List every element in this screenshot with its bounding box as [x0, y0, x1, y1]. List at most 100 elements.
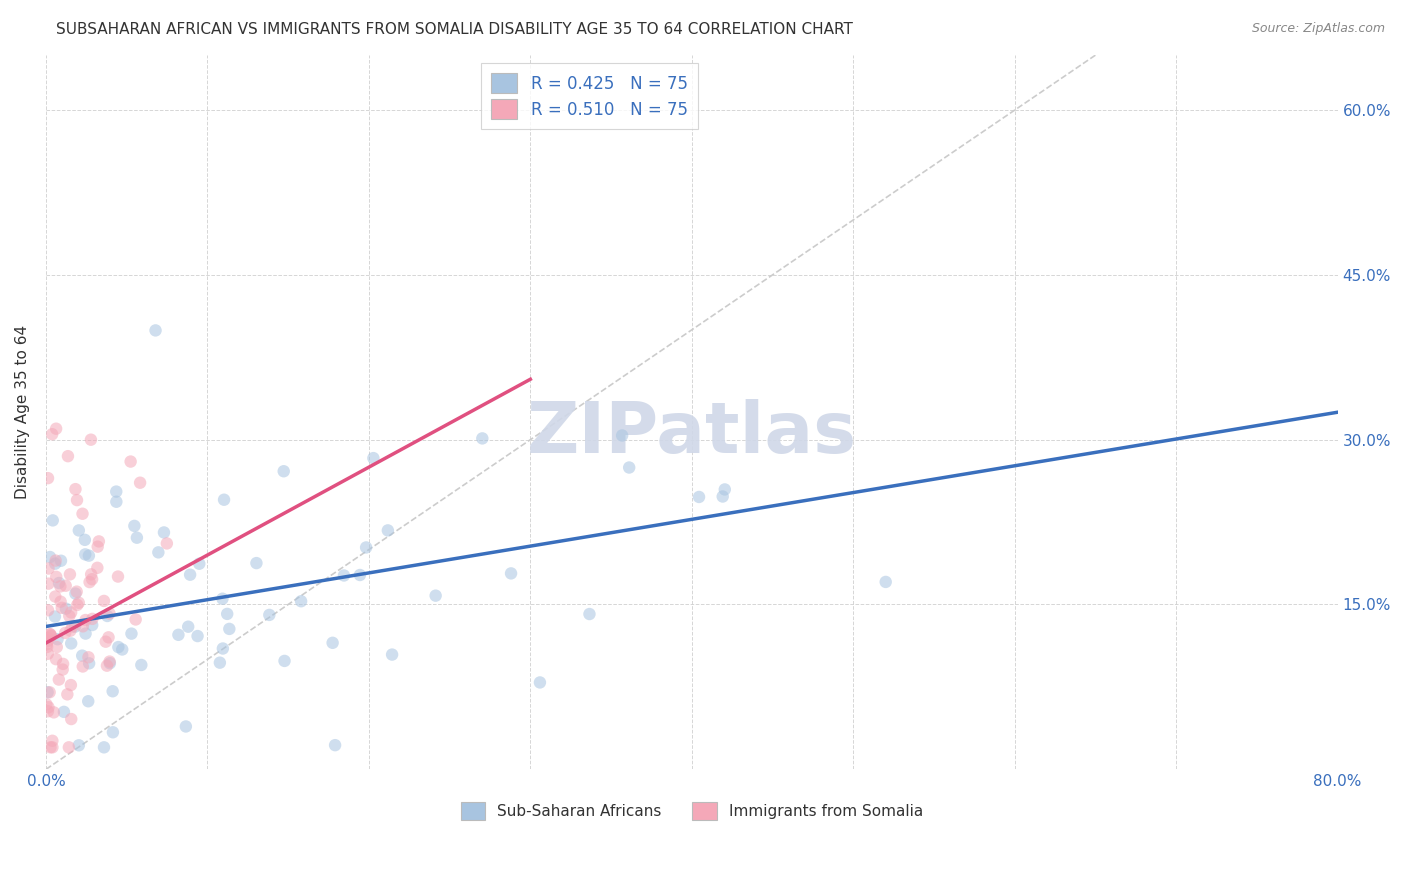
Point — [101, 725, 124, 739]
Point — [45, 570, 67, 584]
Point — [51, 600, 73, 615]
Point — [179, 567, 201, 582]
Point — [37, 640, 59, 654]
Point — [499, 566, 522, 581]
Point — [273, 464, 295, 478]
Point — [37, 685, 59, 699]
Text: ZIPatlas: ZIPatlas — [527, 399, 856, 468]
Point — [208, 656, 231, 670]
Point — [58, 609, 80, 624]
Point — [60, 606, 83, 620]
Point — [187, 629, 209, 643]
Point — [82, 572, 104, 586]
Point — [77, 657, 100, 671]
Point — [82, 618, 104, 632]
Point — [59, 624, 82, 638]
Point — [37, 561, 59, 575]
Point — [59, 567, 82, 582]
Point — [259, 607, 281, 622]
Point — [322, 636, 344, 650]
Point — [42, 706, 65, 720]
Point — [48, 576, 70, 591]
Point — [381, 648, 404, 662]
Point — [177, 620, 200, 634]
Point — [37, 647, 59, 661]
Point — [73, 533, 96, 547]
Point — [65, 586, 87, 600]
Point — [77, 549, 100, 563]
Point — [39, 549, 62, 564]
Point — [96, 658, 118, 673]
Point — [120, 626, 142, 640]
Point — [60, 712, 83, 726]
Point — [37, 704, 59, 718]
Text: Source: ZipAtlas.com: Source: ZipAtlas.com — [1251, 22, 1385, 36]
Point — [120, 454, 142, 468]
Point — [86, 540, 108, 554]
Point — [49, 579, 72, 593]
Point — [46, 632, 69, 647]
Point — [153, 525, 176, 540]
Point — [217, 607, 239, 621]
Point — [55, 579, 77, 593]
Point — [471, 431, 494, 445]
Point — [77, 650, 100, 665]
Point — [578, 607, 600, 621]
Point — [62, 619, 84, 633]
Point — [45, 640, 67, 654]
Point — [124, 519, 146, 533]
Point — [80, 433, 103, 447]
Legend: Sub-Saharan Africans, Immigrants from Somalia: Sub-Saharan Africans, Immigrants from So… — [454, 796, 929, 826]
Point — [713, 483, 735, 497]
Point — [72, 619, 94, 633]
Point — [49, 595, 72, 609]
Point — [45, 422, 67, 436]
Point — [98, 657, 121, 671]
Point — [273, 654, 295, 668]
Point — [67, 596, 90, 610]
Point — [529, 675, 551, 690]
Point — [96, 609, 118, 624]
Point — [105, 484, 128, 499]
Point — [56, 449, 79, 463]
Point — [711, 490, 734, 504]
Point — [42, 513, 65, 527]
Point — [35, 698, 58, 712]
Point — [290, 594, 312, 608]
Point — [425, 589, 447, 603]
Text: SUBSAHARAN AFRICAN VS IMMIGRANTS FROM SOMALIA DISABILITY AGE 35 TO 64 CORRELATIO: SUBSAHARAN AFRICAN VS IMMIGRANTS FROM SO… — [56, 22, 853, 37]
Point — [41, 740, 63, 755]
Point — [44, 590, 66, 604]
Point — [94, 634, 117, 648]
Point — [58, 740, 80, 755]
Point — [377, 524, 399, 538]
Point — [37, 700, 59, 714]
Point — [77, 694, 100, 708]
Point — [354, 541, 377, 555]
Point — [610, 428, 633, 442]
Point — [75, 626, 97, 640]
Point — [63, 620, 86, 634]
Point — [37, 471, 59, 485]
Point — [37, 603, 59, 617]
Point — [53, 626, 76, 640]
Point — [145, 323, 167, 337]
Point — [82, 612, 104, 626]
Point — [39, 627, 62, 641]
Point — [55, 601, 77, 615]
Y-axis label: Disability Age 35 to 64: Disability Age 35 to 64 — [15, 326, 30, 500]
Point — [101, 684, 124, 698]
Point — [38, 685, 60, 699]
Point — [349, 568, 371, 582]
Point — [49, 554, 72, 568]
Point — [79, 575, 101, 590]
Point — [41, 733, 63, 747]
Point — [167, 628, 190, 642]
Point — [211, 591, 233, 606]
Point — [72, 507, 94, 521]
Point — [48, 673, 70, 687]
Point — [72, 659, 94, 673]
Point — [363, 451, 385, 466]
Point — [131, 657, 153, 672]
Point — [35, 637, 58, 651]
